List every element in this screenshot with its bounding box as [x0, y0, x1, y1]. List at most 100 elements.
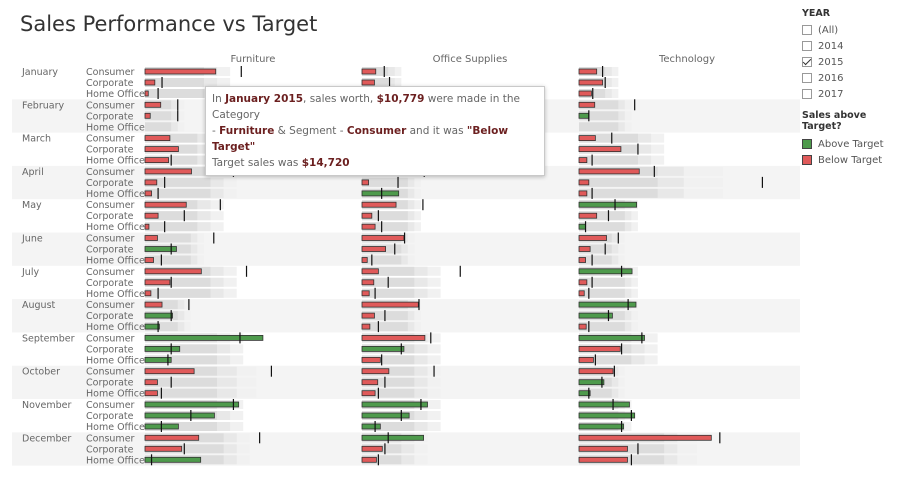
segment-label: Home Office — [86, 422, 145, 433]
color-legend-item[interactable]: Below Target — [802, 152, 902, 168]
tooltip-text: and it was — [406, 125, 467, 137]
reference-band — [579, 111, 619, 121]
year-filter-title: YEAR — [802, 8, 831, 19]
sales-bar — [361, 301, 419, 308]
sales-bar — [361, 212, 373, 219]
color-swatch — [802, 139, 812, 149]
year-option[interactable]: (All) — [802, 22, 902, 38]
reference-band — [362, 266, 415, 276]
reference-band — [579, 255, 612, 265]
reference-band — [145, 388, 218, 398]
month-label: June — [21, 234, 43, 245]
reference-band — [362, 455, 402, 465]
segment-label: Home Office — [86, 222, 145, 233]
sales-bar — [578, 79, 603, 86]
year-label: 2014 — [818, 40, 844, 52]
segment-label: Home Office — [86, 455, 145, 466]
sales-bar — [144, 246, 177, 252]
sales-bar — [361, 268, 379, 275]
sales-bar — [144, 112, 151, 119]
year-checkbox[interactable] — [802, 25, 812, 35]
sales-bar — [144, 379, 158, 386]
sales-bar — [144, 412, 215, 419]
reference-band — [145, 222, 198, 232]
year-checkbox[interactable] — [802, 57, 812, 67]
sales-bar — [144, 68, 217, 75]
month-label: December — [22, 433, 71, 444]
column-header: Technology — [658, 54, 715, 65]
sales-bar — [578, 334, 645, 341]
segment-label: Consumer — [86, 433, 135, 444]
reference-band — [579, 322, 625, 332]
year-checkbox[interactable] — [802, 41, 812, 51]
sales-bar — [361, 79, 375, 86]
segment-label: Consumer — [86, 67, 135, 78]
segment-label: Consumer — [86, 333, 135, 344]
sales-bar — [361, 456, 377, 463]
year-option[interactable]: 2017 — [802, 86, 902, 102]
year-label: 2015 — [818, 56, 844, 68]
reference-band — [362, 255, 402, 265]
year-checkbox[interactable] — [802, 89, 812, 99]
year-label: 2016 — [818, 72, 844, 84]
sales-bar — [144, 312, 173, 319]
column-header: Office Supplies — [433, 54, 508, 65]
reference-band — [362, 177, 408, 187]
sales-bar — [361, 190, 400, 197]
segment-label: Home Office — [86, 322, 145, 333]
sales-bar — [144, 212, 159, 219]
sales-bar — [144, 301, 163, 308]
segment-label: Home Office — [86, 156, 145, 167]
sales-bar — [144, 257, 154, 263]
month-label: October — [22, 367, 60, 378]
sales-bar — [578, 401, 630, 408]
sales-bar — [361, 257, 368, 263]
sales-bar — [578, 345, 621, 352]
color-legend-item[interactable]: Above Target — [802, 136, 902, 152]
segment-label: Corporate — [86, 78, 134, 89]
reference-band — [362, 422, 415, 431]
segment-label: Corporate — [86, 444, 134, 455]
reference-band — [579, 133, 638, 143]
sales-bar — [144, 279, 171, 286]
year-option[interactable]: 2015 — [802, 54, 902, 70]
sales-bar — [144, 345, 181, 352]
reference-band — [579, 177, 658, 187]
sales-bar — [361, 201, 397, 208]
month-label: August — [22, 300, 56, 311]
year-option[interactable]: 2016 — [802, 70, 902, 86]
tooltip-text: Target sales was — [212, 157, 302, 169]
sales-bar — [144, 323, 160, 330]
sales-bar — [361, 345, 405, 352]
sales-bar — [578, 212, 598, 219]
year-option[interactable]: 2014 — [802, 38, 902, 54]
color-swatch — [802, 155, 812, 165]
tooltip: In January 2015, sales worth, $10,779 we… — [205, 86, 545, 176]
segment-label: Home Office — [86, 256, 145, 267]
tooltip-text: , sales worth, — [303, 93, 377, 105]
reference-band — [145, 122, 172, 132]
page-title: Sales Performance vs Target — [20, 12, 318, 36]
reference-band — [579, 288, 625, 298]
segment-label: Consumer — [86, 234, 135, 245]
reference-band — [145, 255, 191, 265]
reference-band — [145, 89, 204, 98]
sales-bar — [361, 356, 381, 363]
sales-bar — [144, 168, 192, 175]
segment-label: Home Office — [86, 289, 145, 300]
sales-bar — [361, 235, 405, 241]
tooltip-sales: $10,779 — [376, 93, 425, 105]
sales-bar — [144, 434, 200, 441]
sales-bar — [578, 90, 592, 97]
sales-bar — [144, 90, 149, 97]
year-checkbox[interactable] — [802, 73, 812, 83]
sales-bar — [361, 68, 377, 75]
sales-bar — [144, 135, 171, 142]
sales-bar — [578, 390, 591, 397]
reference-band — [362, 78, 389, 87]
reference-band — [145, 188, 211, 198]
month-label: January — [21, 67, 58, 78]
sales-bar — [578, 434, 712, 441]
segment-label: Consumer — [86, 267, 135, 278]
color-legend: Above Target Below Target — [802, 136, 902, 168]
